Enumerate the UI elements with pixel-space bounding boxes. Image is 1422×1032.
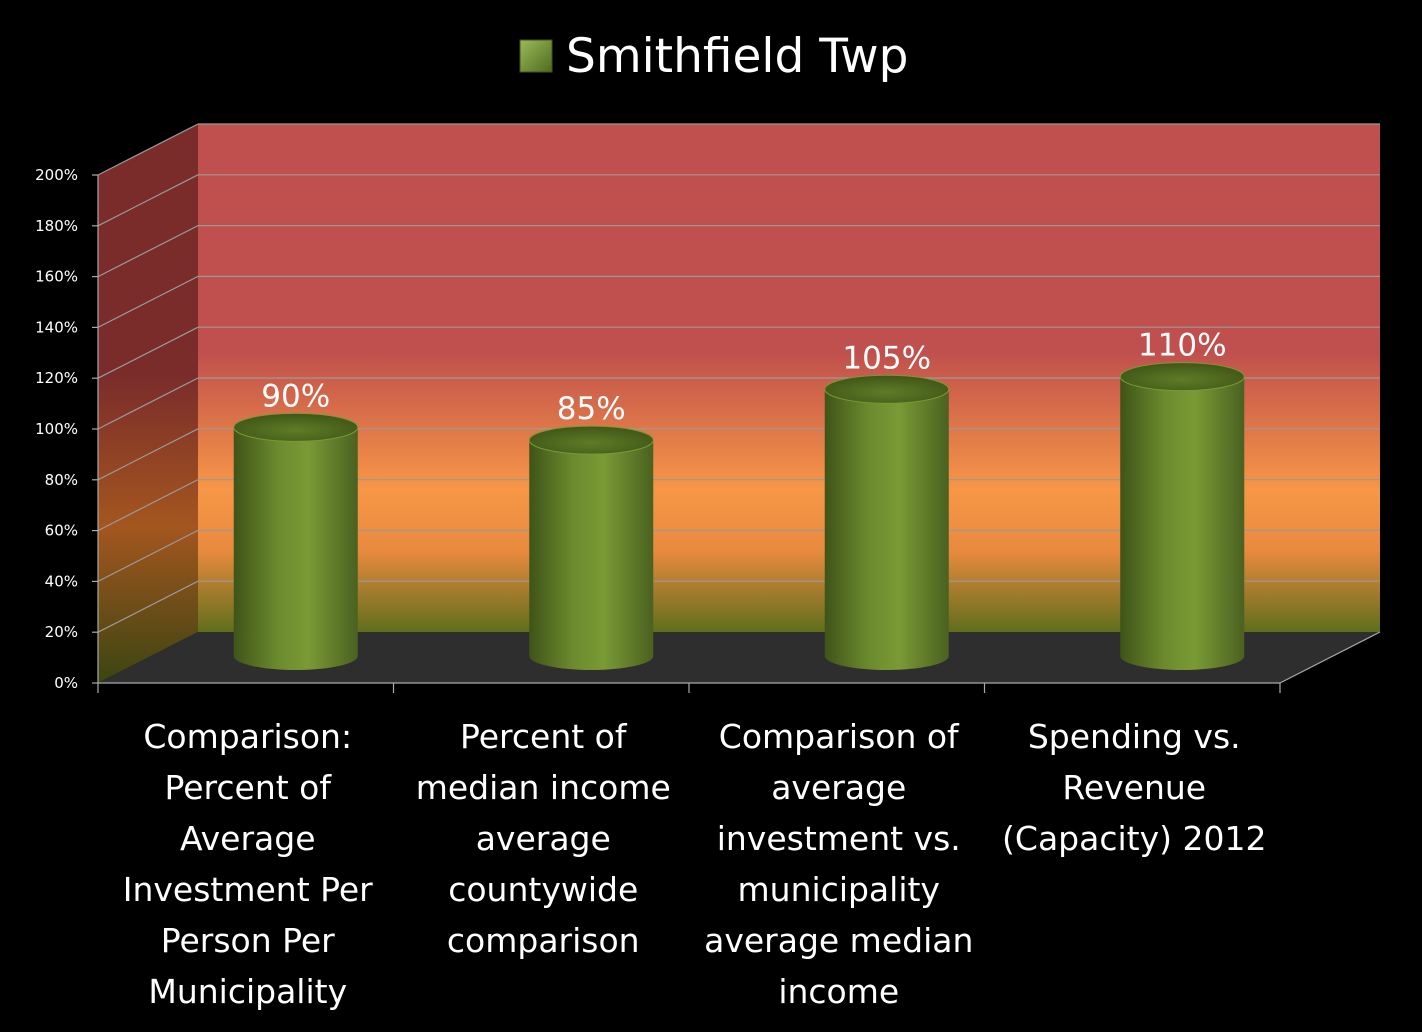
category-label-line: Comparison: bbox=[143, 717, 352, 756]
gridline-side bbox=[97, 377, 199, 430]
bar-body bbox=[1120, 376, 1245, 670]
category-label-line: Percent of bbox=[460, 717, 628, 756]
y-tick-label: 0% bbox=[54, 674, 78, 692]
gridline-side bbox=[97, 225, 199, 278]
gridline-side bbox=[97, 479, 199, 532]
y-tick-label: 180% bbox=[35, 217, 78, 235]
category-label-line: (Capacity) 2012 bbox=[1002, 819, 1266, 858]
gridline-side bbox=[97, 428, 199, 481]
y-tick-label: 200% bbox=[35, 166, 78, 184]
bar-cap bbox=[233, 412, 359, 442]
category-label-line: average bbox=[771, 768, 906, 807]
y-tick-label: 40% bbox=[45, 572, 78, 590]
y-tick-label: 160% bbox=[35, 268, 78, 286]
category-label-line: median income bbox=[416, 768, 671, 807]
category-label-line: comparison bbox=[447, 921, 640, 960]
category-label-line: average median bbox=[704, 921, 973, 960]
category-label-line: countywide bbox=[448, 870, 638, 909]
category-label-line: Spending vs. bbox=[1028, 717, 1241, 756]
bar bbox=[824, 374, 950, 670]
bar-cap bbox=[528, 425, 654, 455]
bar bbox=[233, 412, 359, 670]
category-label-line: Revenue bbox=[1062, 768, 1206, 807]
category-label: Comparison of average investment vs. munici… bbox=[704, 717, 973, 1011]
bar-body bbox=[824, 389, 949, 670]
gridline-side bbox=[97, 275, 199, 328]
y-tick-label: 120% bbox=[35, 369, 78, 387]
y-axis: 0% 20% 40% 60% 80% 100% 120% 140% 160% 180% 200% bbox=[35, 166, 1381, 693]
gridline-side bbox=[97, 529, 199, 582]
category-label: Comparison: Percent of Average Investment P… bbox=[123, 717, 373, 1011]
category-label-line: income bbox=[778, 972, 899, 1011]
bar-body bbox=[233, 427, 358, 670]
legend-label: Smithfield Twp bbox=[566, 29, 908, 84]
data-label: 90% bbox=[261, 378, 330, 414]
gridline-side bbox=[97, 326, 199, 379]
data-label: 110% bbox=[1138, 328, 1227, 364]
gridline-side bbox=[97, 123, 199, 176]
category-label-line: Municipality bbox=[148, 972, 347, 1011]
floor bbox=[98, 632, 1380, 683]
category-label-line: Percent of bbox=[165, 768, 333, 807]
bars bbox=[233, 362, 1245, 670]
y-tick-label: 100% bbox=[35, 420, 78, 438]
y-tick-label: 140% bbox=[35, 318, 78, 336]
bar-body bbox=[529, 440, 654, 670]
data-label: 85% bbox=[557, 391, 626, 427]
y-tick-label: 60% bbox=[45, 522, 78, 540]
legend-swatch bbox=[519, 39, 553, 73]
bar-cap bbox=[1119, 362, 1245, 392]
data-label: 105% bbox=[842, 340, 931, 376]
bar bbox=[528, 425, 654, 670]
gridline-side bbox=[97, 174, 199, 227]
bar bbox=[1119, 362, 1245, 670]
category-label-line: investment vs. bbox=[717, 819, 961, 858]
category-label: Spending vs. Revenue (Capacity) 2012 bbox=[1002, 717, 1266, 858]
data-labels: 90% 85% 105% 110% bbox=[261, 328, 1226, 428]
floor-edge bbox=[1279, 631, 1381, 684]
category-label-line: Person Per bbox=[161, 921, 335, 960]
category-label: Percent of median income average countywide… bbox=[416, 717, 671, 960]
category-label-line: municipality bbox=[738, 870, 940, 909]
bar-cap bbox=[824, 374, 950, 404]
gridline-side bbox=[97, 580, 199, 633]
category-label-line: Comparison of bbox=[719, 717, 960, 756]
category-label-line: average bbox=[476, 819, 611, 858]
y-tick-label: 20% bbox=[45, 623, 78, 641]
y-tick-label: 80% bbox=[45, 471, 78, 489]
legend: Smithfield Twp bbox=[519, 29, 908, 84]
category-label-line: Average bbox=[180, 819, 316, 858]
category-label-line: Investment Per bbox=[123, 870, 373, 909]
category-labels: Comparison: Percent of Average Investment P… bbox=[123, 717, 1267, 1011]
